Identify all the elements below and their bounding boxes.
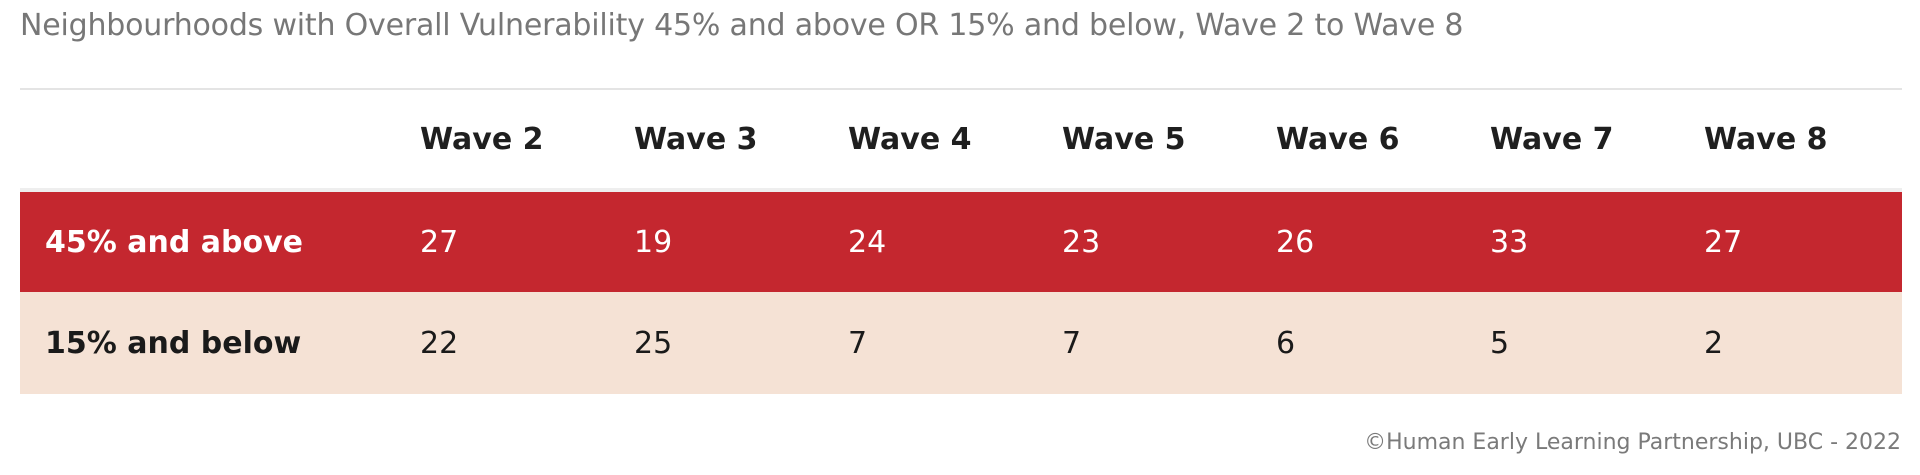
cell-45-and-above-wave-6: 26 bbox=[1276, 224, 1315, 260]
row-label-45-and-above: 45% and above bbox=[45, 224, 304, 260]
cell-15-and-below-wave-7: 5 bbox=[1490, 325, 1510, 361]
chart-title: Neighbourhoods with Overall Vulnerabilit… bbox=[20, 8, 1464, 43]
cell-45-and-above-wave-3: 19 bbox=[634, 224, 673, 260]
column-header-wave-4: Wave 4 bbox=[848, 90, 1062, 192]
table-row-15-and-below: 15% and below 22 25 7 7 6 5 2 bbox=[20, 292, 1902, 394]
cell-45-and-above-wave-5: 23 bbox=[1062, 224, 1101, 260]
cell-15-and-below-wave-8: 2 bbox=[1704, 325, 1724, 361]
cell-15-and-below-wave-2: 22 bbox=[420, 325, 459, 361]
column-header-wave-8: Wave 8 bbox=[1704, 90, 1902, 192]
source-credit: ©Human Early Learning Partnership, UBC -… bbox=[1364, 430, 1901, 455]
cell-15-and-below-wave-3: 25 bbox=[634, 325, 673, 361]
row-label-15-and-below: 15% and below bbox=[45, 325, 302, 361]
cell-45-and-above-wave-7: 33 bbox=[1490, 224, 1529, 260]
column-header-wave-7: Wave 7 bbox=[1490, 90, 1704, 192]
cell-45-and-above-wave-8: 27 bbox=[1704, 224, 1743, 260]
column-header-wave-5: Wave 5 bbox=[1062, 90, 1276, 192]
cell-15-and-below-wave-6: 6 bbox=[1276, 325, 1296, 361]
column-header-wave-2: Wave 2 bbox=[420, 90, 634, 192]
header-row: Wave 2 Wave 3 Wave 4 Wave 5 Wave 6 Wave … bbox=[20, 90, 1902, 192]
title-divider bbox=[20, 88, 1902, 90]
cell-15-and-below-wave-5: 7 bbox=[1062, 325, 1082, 361]
cell-45-and-above-wave-4: 24 bbox=[848, 224, 887, 260]
data-table: Wave 2 Wave 3 Wave 4 Wave 5 Wave 6 Wave … bbox=[20, 90, 1902, 394]
cell-45-and-above-wave-2: 27 bbox=[420, 224, 459, 260]
column-header-wave-3: Wave 3 bbox=[634, 90, 848, 192]
column-header-wave-6: Wave 6 bbox=[1276, 90, 1490, 192]
table-row-45-and-above: 45% and above 27 19 24 23 26 33 27 bbox=[20, 190, 1902, 292]
header-corner bbox=[20, 90, 420, 192]
cell-15-and-below-wave-4: 7 bbox=[848, 325, 868, 361]
